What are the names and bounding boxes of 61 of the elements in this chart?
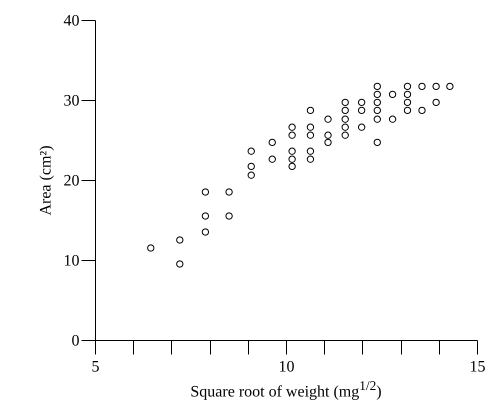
point: [306, 106, 314, 114]
point: [342, 124, 349, 131]
point: [268, 156, 276, 163]
point: [358, 98, 366, 106]
point: [374, 90, 381, 98]
point: [446, 82, 454, 90]
point: [306, 124, 314, 131]
point: [202, 212, 210, 220]
point: [432, 98, 440, 106]
y-axis-title: Area (cm²): [38, 145, 54, 216]
point: [288, 156, 296, 163]
point: [225, 188, 233, 196]
x-tick-label: 10: [278, 358, 294, 376]
point: [358, 124, 366, 131]
point: [324, 138, 332, 146]
point: [202, 228, 210, 236]
point: [358, 106, 366, 114]
point: [404, 90, 412, 98]
point: [288, 132, 296, 139]
point: [374, 116, 381, 123]
point: [225, 212, 233, 220]
point: [342, 98, 349, 106]
point: [324, 132, 332, 139]
point: [342, 106, 349, 114]
y-tick-label: 30: [64, 92, 80, 110]
point: [342, 132, 349, 139]
point: [342, 116, 349, 123]
point: [306, 156, 314, 163]
point: [374, 98, 381, 106]
point: [248, 172, 255, 179]
x-axis-title: Square root of weight (mg$^{1/2}$): [189, 378, 383, 402]
y-tick-label: 20: [64, 172, 80, 190]
point: [248, 162, 255, 170]
y-tick-label: 10: [64, 252, 80, 270]
x-tick-label: 15: [470, 358, 486, 376]
point: [176, 260, 184, 268]
point: [176, 236, 184, 244]
point: [306, 148, 314, 155]
point: [418, 82, 426, 90]
point: [374, 138, 381, 146]
point: [388, 116, 396, 123]
point: [288, 124, 296, 131]
y-tick-label: 0: [72, 332, 80, 350]
point: [388, 90, 396, 98]
point: [147, 244, 154, 252]
point: [248, 148, 255, 155]
point: [268, 138, 276, 146]
point: [202, 188, 210, 196]
point: [404, 82, 412, 90]
point: [404, 106, 412, 114]
point: [288, 162, 296, 170]
point: [306, 132, 314, 139]
point: [324, 116, 332, 123]
point: [432, 82, 440, 90]
point: [288, 148, 296, 155]
x-tick-label: 5: [92, 358, 100, 376]
point: [404, 98, 412, 106]
point: [418, 106, 426, 114]
y-tick-label: 40: [64, 12, 80, 30]
point: [374, 82, 381, 90]
point: [374, 106, 381, 114]
